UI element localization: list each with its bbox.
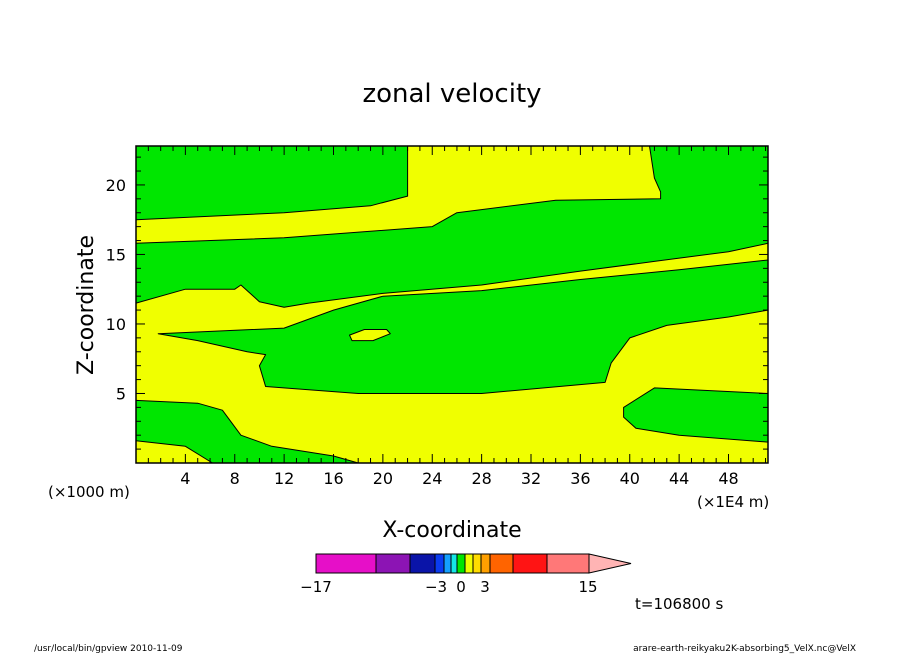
- x-tick-label: 48: [718, 469, 738, 488]
- time-label: t=106800 s: [635, 595, 723, 613]
- colorbar-tick-label: −3: [425, 578, 447, 596]
- footer-command: /usr/local/bin/gpview 2010-11-09: [34, 644, 183, 654]
- y-axis-ticks: 5 10 15 20: [106, 156, 768, 450]
- y-axis-label: Z-coordinate: [74, 235, 99, 375]
- colorbar-swatch: [464, 553, 474, 574]
- colorbar: −17 −3 0 3 15: [300, 553, 632, 596]
- footer-source: arare-earth-reikyaku2K-absorbing5_VelX.n…: [633, 644, 856, 654]
- colorbar-swatch: [450, 553, 458, 574]
- colorbar-tick-label: −17: [300, 578, 332, 596]
- colorbar-swatch: [375, 553, 411, 574]
- colorbar-swatch: [480, 553, 491, 574]
- colorbar-swatch: [443, 553, 452, 574]
- contour-region-3: [157, 259, 769, 394]
- colorbar-swatch: [489, 553, 514, 574]
- x-tick-label: 40: [620, 469, 640, 488]
- y-unit-label: (×1000 m): [48, 483, 130, 501]
- contour-region-2: [135, 145, 769, 308]
- x-tick-label: 36: [570, 469, 590, 488]
- x-tick-label: 4: [180, 469, 190, 488]
- colorbar-tick-label: 3: [480, 578, 490, 596]
- colorbar-swatch: [434, 553, 445, 574]
- chart-title: zonal velocity: [362, 79, 541, 109]
- colorbar-tick-label: 0: [456, 578, 466, 596]
- x-tick-label: 20: [373, 469, 393, 488]
- x-tick-label: 44: [669, 469, 689, 488]
- x-tick-label: 8: [230, 469, 240, 488]
- y-tick-label: 15: [106, 245, 126, 264]
- contour-region-5: [623, 387, 769, 443]
- x-unit-label: (×1E4 m): [697, 493, 769, 511]
- y-tick-label: 20: [106, 176, 126, 195]
- x-tick-label: 12: [274, 469, 294, 488]
- colorbar-swatch: [512, 553, 548, 574]
- x-axis-ticks: 4 8 12 16 20 24 28 32 36 40 44 48: [147, 146, 767, 488]
- y-tick-label: 5: [116, 384, 126, 403]
- x-tick-label: 16: [323, 469, 343, 488]
- colorbar-swatch: [456, 553, 466, 574]
- contour-region-4: [349, 329, 391, 342]
- x-tick-label: 28: [471, 469, 491, 488]
- y-tick-label: 10: [106, 315, 126, 334]
- x-tick-label: 32: [521, 469, 541, 488]
- plot-frame: [135, 145, 769, 464]
- colorbar-swatch: [315, 553, 377, 574]
- colorbar-swatch: [472, 553, 482, 574]
- colorbar-tick-label: 15: [578, 578, 597, 596]
- x-axis-label: X-coordinate: [382, 518, 521, 543]
- colorbar-extension-arrow: [588, 553, 632, 574]
- contour-regions: [135, 145, 769, 464]
- colorbar-swatch: [409, 553, 436, 574]
- x-tick-label: 24: [422, 469, 442, 488]
- colorbar-swatch: [546, 553, 590, 574]
